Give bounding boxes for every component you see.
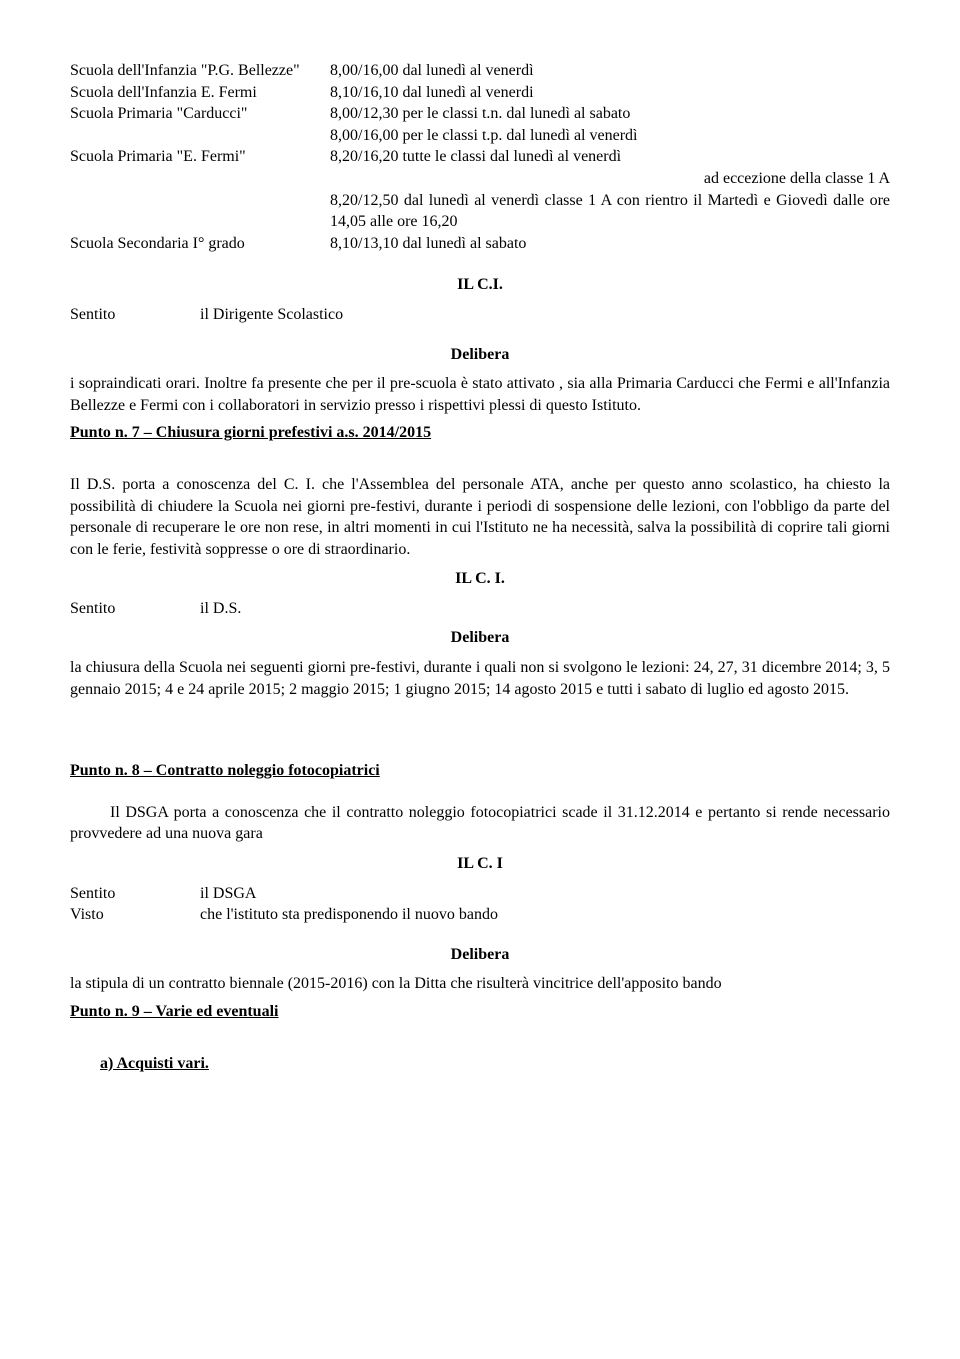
schedule-label <box>70 125 330 147</box>
schedule-note: ad eccezione della classe 1 A <box>330 168 890 190</box>
punto8-paragraph: Il DSGA porta a conoscenza che il contra… <box>70 802 890 845</box>
sentito-label: Sentito <box>70 598 200 620</box>
schedule-value: 8,00/12,30 per le classi t.n. dal lunedì… <box>330 103 890 125</box>
sentito-row: Sentito il Dirigente Scolastico <box>70 304 890 326</box>
sentito-row: Sentito il DSGA <box>70 883 890 905</box>
schedule-value: 8,20/16,20 tutte le classi dal lunedì al… <box>330 146 890 168</box>
visto-label: Visto <box>70 904 200 926</box>
sentito-label: Sentito <box>70 304 200 326</box>
heading-il-c-i: IL C. I <box>70 853 890 875</box>
schedule-value: 8,00/16,00 dal lunedì al venerdì <box>330 60 890 82</box>
schedule-block: Scuola dell'Infanzia "P.G. Bellezze" 8,0… <box>70 60 890 254</box>
sub-item-a-text: a) Acquisti vari. <box>100 1055 209 1072</box>
delibera-text: i sopraindicati orari. Inoltre fa presen… <box>70 373 890 416</box>
sentito-label: Sentito <box>70 883 200 905</box>
schedule-value: 8,10/13,10 dal lunedì al sabato <box>330 233 890 255</box>
delibera-text: la chiusura della Scuola nei seguenti gi… <box>70 657 890 700</box>
sentito-value: il DSGA <box>200 883 890 905</box>
sub-item-a: a) Acquisti vari. <box>70 1053 890 1075</box>
heading-delibera: Delibera <box>70 944 890 966</box>
schedule-row: Scuola dell'Infanzia E. Fermi 8,10/16,10… <box>70 82 890 104</box>
heading-delibera: Delibera <box>70 344 890 366</box>
schedule-row: 8,20/12,50 dal lunedì al venerdì classe … <box>70 190 890 233</box>
schedule-value: 8,10/16,10 dal lunedì al venerdi <box>330 82 890 104</box>
schedule-row: ad eccezione della classe 1 A <box>70 168 890 190</box>
heading-il-ci: IL C.I. <box>70 274 890 296</box>
heading-delibera: Delibera <box>70 627 890 649</box>
schedule-label: Scuola Secondaria I° grado <box>70 233 330 255</box>
schedule-row: Scuola Primaria "E. Fermi" 8,20/16,20 tu… <box>70 146 890 168</box>
delibera-text: la stipula di un contratto biennale (201… <box>70 973 890 995</box>
schedule-value: 8,00/16,00 per le classi t.p. dal lunedì… <box>330 125 890 147</box>
sentito-row: Sentito il D.S. <box>70 598 890 620</box>
punto8-title: Punto n. 8 – Contratto noleggio fotocopi… <box>70 760 890 782</box>
heading-il-c-i: IL C. I. <box>70 568 890 590</box>
schedule-label: Scuola Primaria "Carducci" <box>70 103 330 125</box>
sentito-value: il D.S. <box>200 598 890 620</box>
punto9-title: Punto n. 9 – Varie ed eventuali <box>70 1001 890 1023</box>
punto7-paragraph: Il D.S. porta a conoscenza del C. I. che… <box>70 474 890 560</box>
schedule-note: 8,20/12,50 dal lunedì al venerdì classe … <box>330 190 890 233</box>
schedule-row: Scuola Primaria "Carducci" 8,00/12,30 pe… <box>70 103 890 125</box>
sentito-value: il Dirigente Scolastico <box>200 304 890 326</box>
schedule-row: 8,00/16,00 per le classi t.p. dal lunedì… <box>70 125 890 147</box>
visto-value: che l'istituto sta predisponendo il nuov… <box>200 904 890 926</box>
schedule-row: Scuola dell'Infanzia "P.G. Bellezze" 8,0… <box>70 60 890 82</box>
punto7-title: Punto n. 7 – Chiusura giorni prefestivi … <box>70 422 890 444</box>
schedule-label: Scuola dell'Infanzia "P.G. Bellezze" <box>70 60 330 82</box>
schedule-label: Scuola Primaria "E. Fermi" <box>70 146 330 168</box>
schedule-row: Scuola Secondaria I° grado 8,10/13,10 da… <box>70 233 890 255</box>
schedule-label: Scuola dell'Infanzia E. Fermi <box>70 82 330 104</box>
visto-row: Visto che l'istituto sta predisponendo i… <box>70 904 890 926</box>
